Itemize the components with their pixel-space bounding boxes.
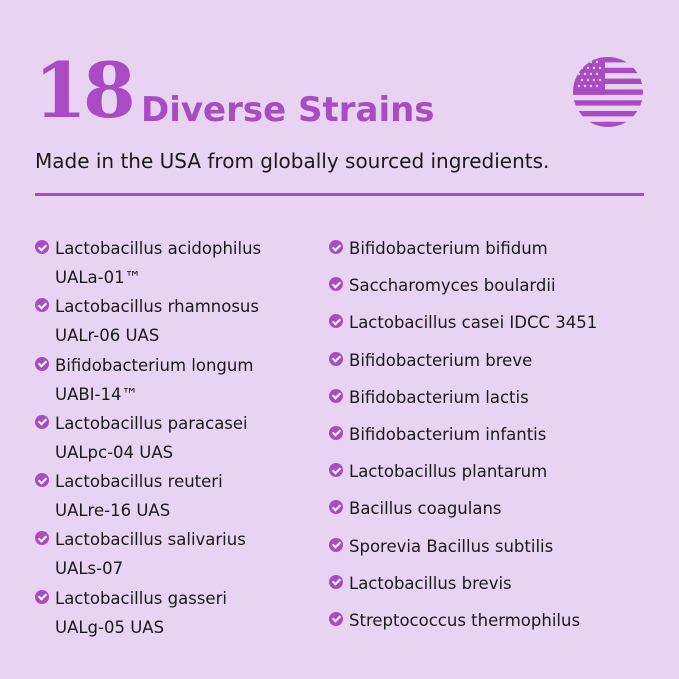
check-icon xyxy=(35,589,49,604)
strain-code: UALg-05 UAS xyxy=(55,617,165,637)
list-item: Sporevia Bacillus subtilis xyxy=(329,532,597,569)
list-item: Streptococcus thermophilus xyxy=(329,606,597,643)
list-item: Lactobacillus plantarum xyxy=(329,457,597,494)
subtitle: Made in the USA from globally sourced in… xyxy=(35,149,550,173)
check-icon xyxy=(329,388,343,403)
check-icon xyxy=(329,537,343,552)
list-item: Bifidobacterium bifidum xyxy=(329,234,597,271)
strain-code: UALs-07 xyxy=(55,559,124,579)
strain-name: Lactobacillus brevis xyxy=(349,573,512,593)
strain-name: Streptococcus thermophilus xyxy=(349,610,581,630)
strain-name: Lactobacillus gasseri xyxy=(55,588,227,608)
us-flag-icon xyxy=(573,57,643,127)
strain-name: Lactobacillus acidophilus xyxy=(55,239,262,258)
list-item: Lactobacillus casei IDCC 3451 xyxy=(329,308,597,345)
check-icon xyxy=(329,463,343,478)
list-item: Lactobacillus gasseri UALg-05 UAS xyxy=(35,584,261,642)
check-icon xyxy=(329,351,343,366)
strain-name: Lactobacillus rhamnosus xyxy=(55,297,259,317)
check-icon xyxy=(35,414,49,429)
strain-name: Bifidobacterium bifidum xyxy=(349,239,548,258)
strain-name: Bifidobacterium longum xyxy=(55,355,254,375)
strain-name: Lactobacillus reuteri xyxy=(55,472,223,492)
check-icon xyxy=(329,425,343,440)
check-icon xyxy=(329,611,343,626)
list-item: Lactobacillus salivarius UALs-07 xyxy=(35,525,261,583)
list-item: Bifidobacterium infantis xyxy=(329,420,597,457)
list-item: Lactobacillus rhamnosus UALr-06 UAS xyxy=(35,292,261,350)
list-item: Bifidobacterium breve xyxy=(329,346,597,383)
strain-name: Bifidobacterium lactis xyxy=(349,387,529,407)
strain-code: UALpc-04 UAS xyxy=(55,442,174,462)
check-icon xyxy=(35,298,49,313)
check-icon xyxy=(329,240,343,254)
strain-count: 18 xyxy=(34,46,136,135)
left-strain-list: Lactobacillus acidophilus UALa-01™ Lactoba… xyxy=(35,234,261,642)
strain-name: Lactobacillus plantarum xyxy=(349,462,548,482)
list-item: Saccharomyces boulardii xyxy=(329,271,597,308)
list-item: Lactobacillus reuteri UALre-16 UAS xyxy=(35,467,261,525)
right-strain-list: Bifidobacterium bifidum Saccharomyces bou… xyxy=(329,234,597,643)
check-icon xyxy=(35,531,49,546)
divider xyxy=(35,193,644,196)
list-item: Bifidobacterium lactis xyxy=(329,383,597,420)
check-icon xyxy=(35,473,49,488)
list-item: Bacillus coagulans xyxy=(329,494,597,531)
strain-code: UALa-01™ xyxy=(55,268,142,287)
check-icon xyxy=(329,314,343,329)
strain-code: UALr-06 UAS xyxy=(55,326,160,346)
strain-code: UABI-14™ xyxy=(55,384,138,404)
strain-name: Saccharomyces boulardii xyxy=(349,276,556,296)
list-item: Bifidobacterium longum UABI-14™ xyxy=(35,351,261,409)
strain-name: Sporevia Bacillus subtilis xyxy=(349,536,554,556)
check-icon xyxy=(35,356,49,371)
list-item: Lactobacillus brevis xyxy=(329,569,597,606)
check-icon xyxy=(35,240,49,254)
strain-name: Bifidobacterium breve xyxy=(349,350,533,370)
check-icon xyxy=(329,500,343,515)
strain-name: Lactobacillus salivarius xyxy=(55,530,246,550)
list-item: Lactobacillus acidophilus UALa-01™ xyxy=(35,234,261,292)
check-icon xyxy=(329,574,343,589)
strain-name: Bifidobacterium infantis xyxy=(349,424,547,444)
list-item: Lactobacillus paracasei UALpc-04 UAS xyxy=(35,409,261,467)
page-title: Diverse Strains xyxy=(141,90,435,130)
check-icon xyxy=(329,277,343,292)
strain-name: Lactobacillus paracasei xyxy=(55,413,248,433)
strain-name: Lactobacillus casei IDCC 3451 xyxy=(349,313,598,333)
strain-name: Bacillus coagulans xyxy=(349,499,502,519)
strain-code: UALre-16 UAS xyxy=(55,501,171,521)
